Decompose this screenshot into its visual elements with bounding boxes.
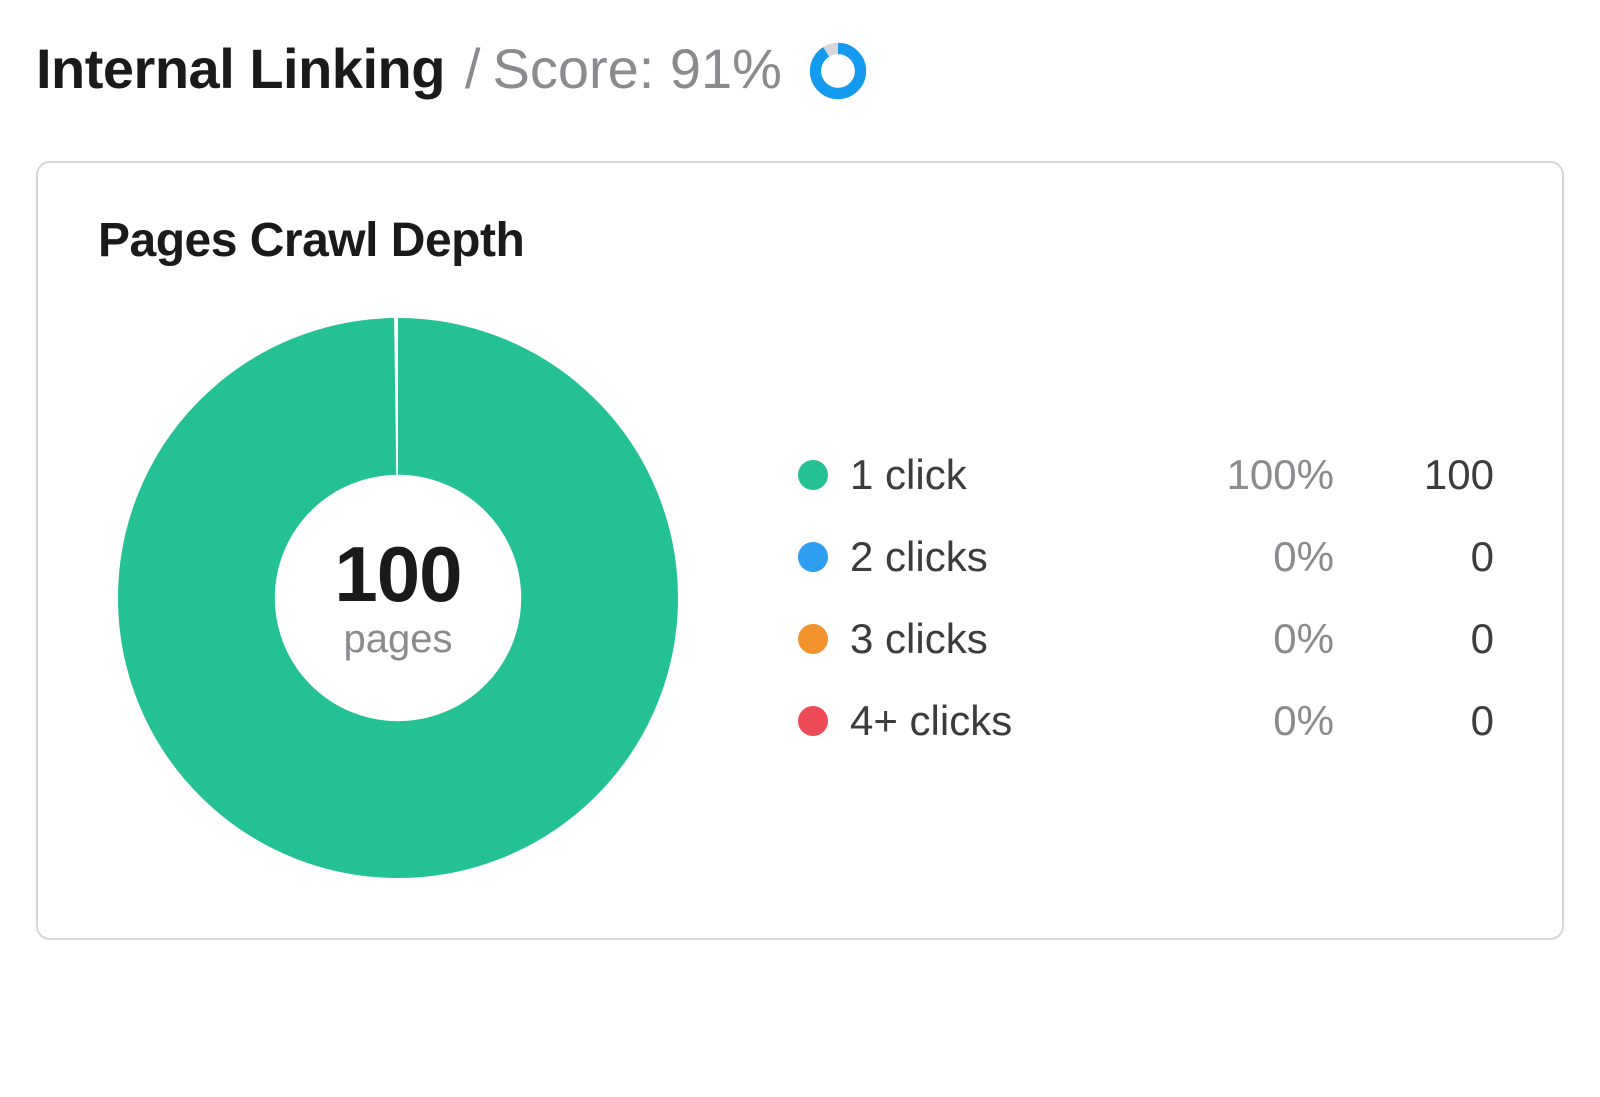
legend-count: 0 xyxy=(1404,533,1494,581)
legend-dot xyxy=(798,706,828,736)
score-donut-icon xyxy=(808,41,868,101)
legend-count: 0 xyxy=(1404,615,1494,663)
legend-label: 4+ clicks xyxy=(850,697,1050,745)
legend-percent: 0% xyxy=(1050,697,1404,745)
header: Internal Linking / Score: 91% xyxy=(36,36,1564,101)
legend-row[interactable]: 2 clicks0%0 xyxy=(798,533,1494,581)
legend-label: 3 clicks xyxy=(850,615,1050,663)
legend-label: 1 click xyxy=(850,451,1050,499)
legend-label: 2 clicks xyxy=(850,533,1050,581)
crawl-depth-card: Pages Crawl Depth 100 pages 1 click100%1… xyxy=(36,161,1564,940)
legend: 1 click100%1002 clicks0%03 clicks0%04+ c… xyxy=(798,451,1502,745)
donut-chart: 100 pages xyxy=(118,318,678,878)
legend-percent: 100% xyxy=(1050,451,1404,499)
page-title: Internal Linking xyxy=(36,36,445,101)
breadcrumb-sep: / xyxy=(465,36,481,101)
legend-row[interactable]: 4+ clicks0%0 xyxy=(798,697,1494,745)
legend-percent: 0% xyxy=(1050,615,1404,663)
legend-dot xyxy=(798,542,828,572)
legend-count: 100 xyxy=(1404,451,1494,499)
legend-row[interactable]: 1 click100%100 xyxy=(798,451,1494,499)
legend-count: 0 xyxy=(1404,697,1494,745)
legend-dot xyxy=(798,460,828,490)
card-body: 100 pages 1 click100%1002 clicks0%03 cli… xyxy=(98,318,1502,878)
card-title: Pages Crawl Depth xyxy=(98,213,1502,268)
score-label: Score: 91% xyxy=(492,36,782,101)
legend-dot xyxy=(798,624,828,654)
legend-percent: 0% xyxy=(1050,533,1404,581)
legend-row[interactable]: 3 clicks0%0 xyxy=(798,615,1494,663)
